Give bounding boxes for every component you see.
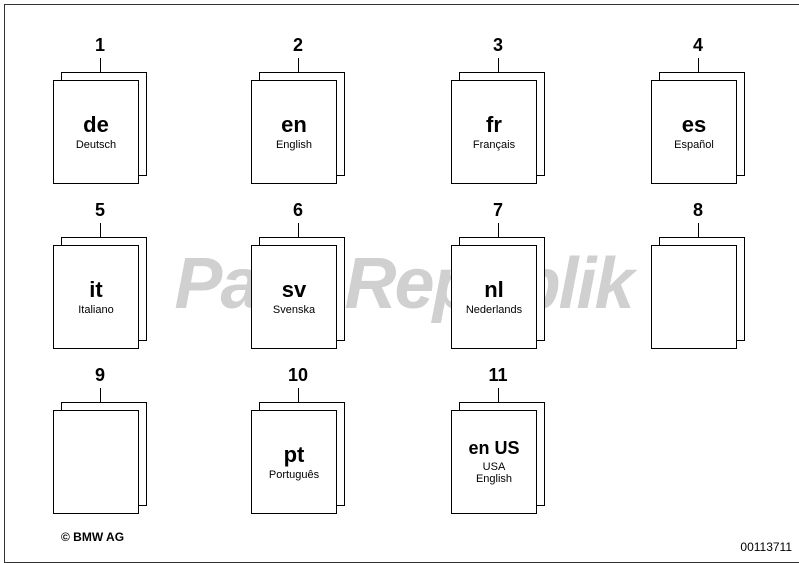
language-name: USA English <box>476 461 512 485</box>
connector-line <box>100 223 101 237</box>
booklet-item-1: 1 de Deutsch <box>45 35 155 184</box>
booklet-front-page <box>53 410 139 514</box>
item-number: 1 <box>45 35 155 56</box>
connector-line <box>498 388 499 402</box>
language-code: es <box>682 113 706 137</box>
booklet-front-page: fr Français <box>451 80 537 184</box>
booklet-front-page: es Español <box>651 80 737 184</box>
booklet-icon: sv Svenska <box>251 237 345 349</box>
booklet-item-5: 5 it Italiano <box>45 200 155 349</box>
item-number: 2 <box>243 35 353 56</box>
diagram-container: PartsRepublik 1deDeutsch2enEnglish3frFra… <box>4 4 799 563</box>
language-name: Svenska <box>273 304 315 316</box>
language-name: Français <box>473 139 515 151</box>
booklet-front-page: en English <box>251 80 337 184</box>
language-name: Deutsch <box>76 139 116 151</box>
language-name: Português <box>269 469 319 481</box>
connector-line <box>498 58 499 72</box>
language-code: en US <box>468 439 519 459</box>
booklet-front-page: de Deutsch <box>53 80 139 184</box>
booklet-front-page <box>651 245 737 349</box>
connector-line <box>298 223 299 237</box>
booklet-icon: en USUSA English <box>451 402 545 514</box>
connector-line <box>298 58 299 72</box>
language-code: sv <box>282 278 306 302</box>
booklet-item-10: 10 pt Português <box>243 365 353 514</box>
item-number: 7 <box>443 200 553 221</box>
language-name: Español <box>674 139 714 151</box>
booklet-icon: es Español <box>651 72 745 184</box>
booklet-front-page: pt Português <box>251 410 337 514</box>
item-number: 8 <box>643 200 753 221</box>
copyright-text: © BMW AG <box>61 530 124 544</box>
booklet-icon: nl Nederlands <box>451 237 545 349</box>
item-number: 5 <box>45 200 155 221</box>
connector-line <box>698 58 699 72</box>
language-code: en <box>281 113 307 137</box>
language-name: Italiano <box>78 304 113 316</box>
booklet-item-2: 2 en English <box>243 35 353 184</box>
language-code: fr <box>486 113 502 137</box>
booklet-front-page: nl Nederlands <box>451 245 537 349</box>
language-code: it <box>89 278 102 302</box>
item-number: 3 <box>443 35 553 56</box>
language-code: pt <box>284 443 305 467</box>
connector-line <box>100 58 101 72</box>
connector-line <box>498 223 499 237</box>
booklet-front-page: it Italiano <box>53 245 139 349</box>
item-number: 4 <box>643 35 753 56</box>
booklet-item-9: 9 <box>45 365 155 514</box>
booklet-item-3: 3 fr Français <box>443 35 553 184</box>
booklet-item-4: 4 es Español <box>643 35 753 184</box>
booklet-icon <box>53 402 147 514</box>
part-number: 00113711 <box>740 540 792 554</box>
booklet-icon: de Deutsch <box>53 72 147 184</box>
connector-line <box>100 388 101 402</box>
language-name: Nederlands <box>466 304 522 316</box>
connector-line <box>298 388 299 402</box>
booklet-item-8: 8 <box>643 200 753 349</box>
language-name: English <box>276 139 312 151</box>
booklet-icon: it Italiano <box>53 237 147 349</box>
booklet-item-6: 6 sv Svenska <box>243 200 353 349</box>
booklet-icon <box>651 237 745 349</box>
connector-line <box>698 223 699 237</box>
language-code: de <box>83 113 109 137</box>
booklet-icon: en English <box>251 72 345 184</box>
item-number: 10 <box>243 365 353 386</box>
booklet-icon: pt Português <box>251 402 345 514</box>
booklet-front-page: en USUSA English <box>451 410 537 514</box>
item-number: 11 <box>443 365 553 386</box>
item-number: 9 <box>45 365 155 386</box>
booklet-icon: fr Français <box>451 72 545 184</box>
booklet-item-7: 7 nl Nederlands <box>443 200 553 349</box>
language-code: nl <box>484 278 504 302</box>
booklet-front-page: sv Svenska <box>251 245 337 349</box>
booklet-item-11: 11 en USUSA English <box>443 365 553 514</box>
item-number: 6 <box>243 200 353 221</box>
